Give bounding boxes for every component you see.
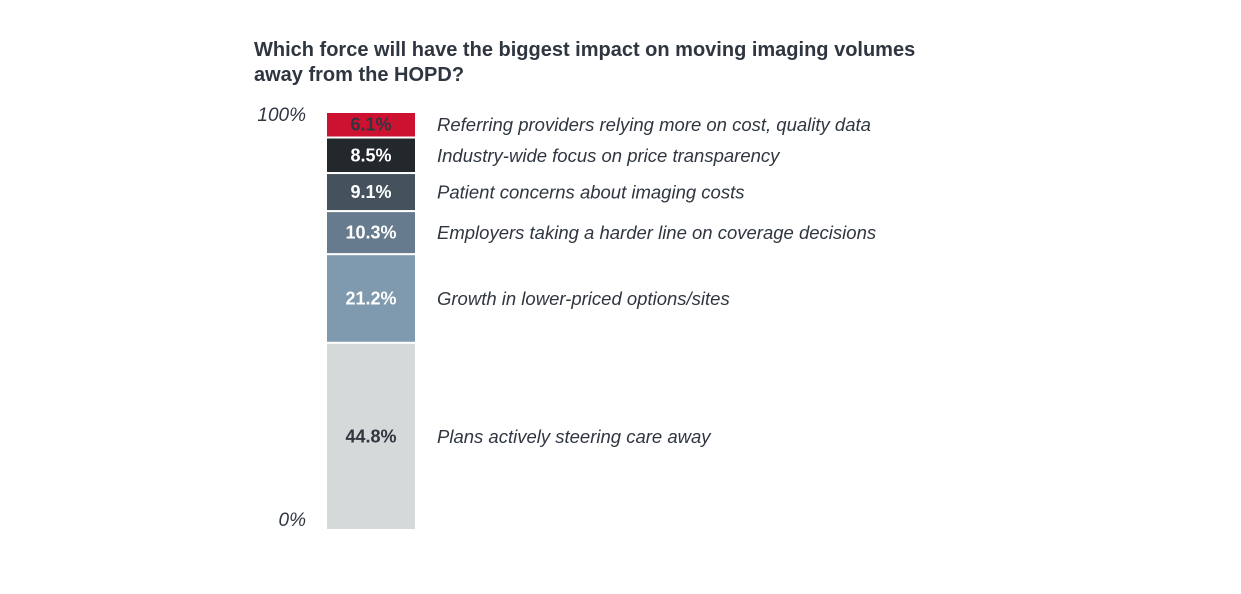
stacked-bar: 44.8% Plans actively steering care away 21… [325, 111, 876, 531]
y-tick-0: 0% [279, 510, 307, 531]
data-label-referring-providers-relying-more-on-cost-quality-data: 6.1% [350, 115, 391, 135]
bar-segment-employers-taking-a-harder-line-on-coverage-decisions [325, 210, 417, 256]
category-label-employers-taking-a-harder-line-on-coverage-decisions: Employers taking a harder line on covera… [437, 222, 876, 243]
category-label-referring-providers-relying-more-on-cost-quality-data: Referring providers relying more on cost… [437, 114, 871, 135]
category-label-growth-in-lower-priced-options-sites: Growth in lower-priced options/sites [437, 288, 730, 309]
bar-segment-plans-actively-steering-care-away [325, 341, 417, 531]
data-label-employers-taking-a-harder-line-on-coverage-decisions: 10.3% [345, 223, 396, 243]
category-label-patient-concerns-about-imaging-costs: Patient concerns about imaging costs [437, 182, 744, 203]
data-label-growth-in-lower-priced-options-sites: 21.2% [345, 288, 396, 308]
y-tick-100: 100% [257, 105, 306, 126]
bar-segment-referring-providers-relying-more-on-cost-quality-data [325, 111, 417, 139]
data-label-industry-wide-focus-on-price-transparency: 8.5% [350, 145, 391, 165]
data-label-plans-actively-steering-care-away: 44.8% [345, 426, 396, 446]
chart-title: Which force will have the biggest impact… [254, 39, 916, 86]
category-label-plans-actively-steering-care-away: Plans actively steering care away [437, 426, 712, 447]
data-label-patient-concerns-about-imaging-costs: 9.1% [350, 182, 391, 202]
bar-segment-growth-in-lower-priced-options-sites [325, 253, 417, 344]
category-label-industry-wide-focus-on-price-transparency: Industry-wide focus on price transparenc… [437, 145, 781, 166]
